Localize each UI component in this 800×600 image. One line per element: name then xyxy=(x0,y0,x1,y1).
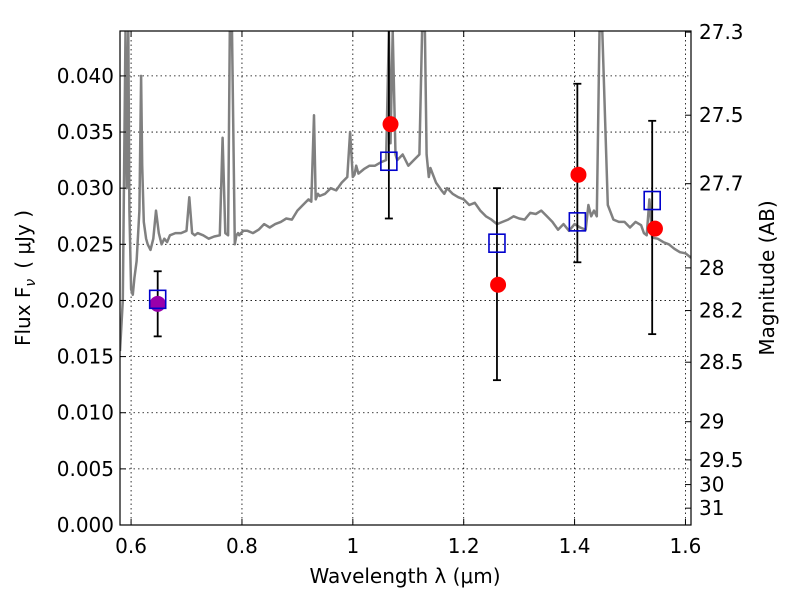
y2-tick-label: 31 xyxy=(699,496,724,520)
y2-tick-label: 29.5 xyxy=(699,448,744,472)
plot-frame xyxy=(119,30,692,526)
observed-point xyxy=(380,151,398,172)
y2-tick-label: 27.5 xyxy=(699,103,744,127)
y2-tick-label: 30 xyxy=(699,473,724,497)
y-tick-label: 0.035 xyxy=(57,120,114,144)
model-spectrum-line xyxy=(120,31,691,352)
y-axis-label-sub: ν xyxy=(23,279,39,287)
x-tick-label: 1.6 xyxy=(670,534,702,558)
axis-tick-labels: 0.6 0.8 1 1.2 1.4 1.6 0.000 0.005 0.010 0.015 0.02… xyxy=(57,20,744,558)
y2-tick-label: 28 xyxy=(699,256,724,280)
x-tick-label: 1.2 xyxy=(448,534,480,558)
y-tick-label: 0.000 xyxy=(57,513,114,537)
observed-point xyxy=(568,212,587,232)
y2-tick-label: 27.3 xyxy=(699,20,744,44)
y-tick-label: 0.040 xyxy=(57,64,114,88)
y-axis-label-unit: ( μJy ) xyxy=(11,210,35,269)
model-point xyxy=(646,220,663,237)
observed-point xyxy=(488,233,506,253)
x-axis-label: Wavelength λ (μm) xyxy=(309,564,500,588)
x-tick-label: 0.6 xyxy=(115,534,147,558)
observed-point xyxy=(148,289,167,310)
y2-tick-label: 29 xyxy=(699,410,724,434)
y2-tick-label: 27.7 xyxy=(699,172,744,196)
model-point xyxy=(570,166,587,183)
y-axis-label: Flux F xyxy=(11,287,35,346)
model-point xyxy=(382,116,399,133)
y-tick-label: 0.025 xyxy=(57,232,114,256)
x-tick-label: 1.4 xyxy=(559,534,591,558)
x-tick-label: 1 xyxy=(346,534,359,558)
y-tick-label: 0.015 xyxy=(57,345,114,369)
y-tick-label: 0.030 xyxy=(57,176,114,200)
y-tick-label: 0.020 xyxy=(57,288,114,312)
model-point xyxy=(490,276,507,293)
y-tick-label: 0.005 xyxy=(57,457,114,481)
y-axis-title: Flux Fν ( μJy ) xyxy=(11,210,39,346)
y2-tick-label: 28.2 xyxy=(699,299,744,323)
y2-tick-label: 28.5 xyxy=(699,350,744,374)
observed-point xyxy=(643,190,661,211)
y-tick-label: 0.010 xyxy=(57,401,114,425)
plot-area xyxy=(120,31,691,382)
x-tick-label: 0.8 xyxy=(226,534,258,558)
svg-text:Flux Fν( μJy ): Flux Fν ( μJy ) xyxy=(11,210,39,346)
y2-axis-label: Magnitude (AB) xyxy=(755,200,779,355)
axis-ticks xyxy=(120,31,691,526)
